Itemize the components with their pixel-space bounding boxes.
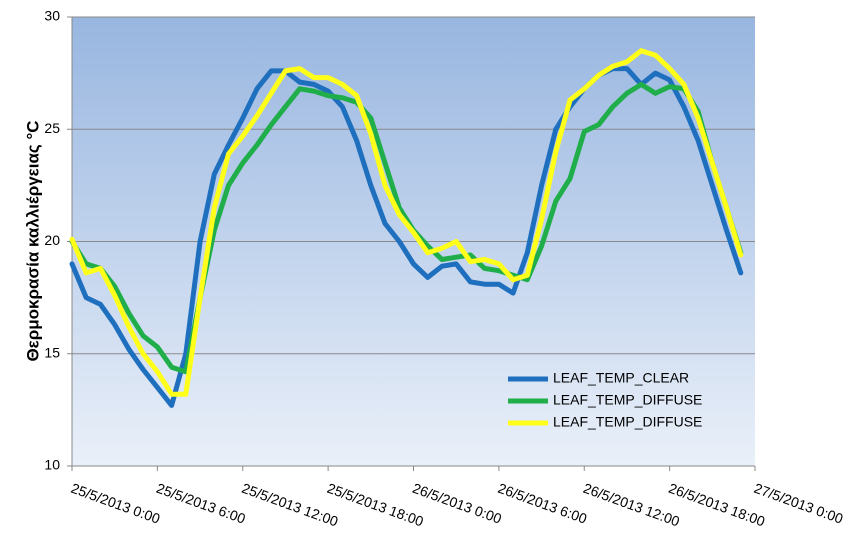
x-tick-label: 27/5/2013 0:00 bbox=[752, 480, 845, 527]
x-tick-label: 26/5/2013 18:00 bbox=[667, 480, 768, 530]
y-tick-label: 15 bbox=[44, 344, 60, 360]
y-axis-label: Θερμοκρασία καλλιέργειας °C bbox=[23, 120, 42, 361]
legend-label: LEAF_TEMP_DIFFUSE bbox=[553, 414, 702, 430]
y-tick-label: 20 bbox=[44, 232, 60, 248]
y-tick-label: 25 bbox=[44, 120, 60, 136]
series-line bbox=[69, 81, 744, 375]
x-tick-label: 25/5/2013 0:00 bbox=[69, 480, 162, 527]
x-tick-label: 26/5/2013 6:00 bbox=[496, 480, 589, 527]
legend-label: LEAF_TEMP_CLEAR bbox=[553, 370, 689, 386]
legend-label: LEAF_TEMP_DIFFUSE bbox=[553, 392, 702, 408]
x-tick-label: 25/5/2013 6:00 bbox=[154, 480, 247, 527]
x-tick-label: 25/5/2013 12:00 bbox=[240, 480, 341, 530]
x-tick-label: 25/5/2013 18:00 bbox=[325, 480, 426, 530]
y-tick-label: 10 bbox=[44, 457, 60, 473]
x-tick-label: 26/5/2013 12:00 bbox=[581, 480, 682, 530]
series-line bbox=[69, 48, 744, 397]
y-tick-label: 30 bbox=[44, 8, 60, 24]
x-tick-label: 26/5/2013 0:00 bbox=[410, 480, 503, 527]
series-line bbox=[69, 66, 744, 408]
